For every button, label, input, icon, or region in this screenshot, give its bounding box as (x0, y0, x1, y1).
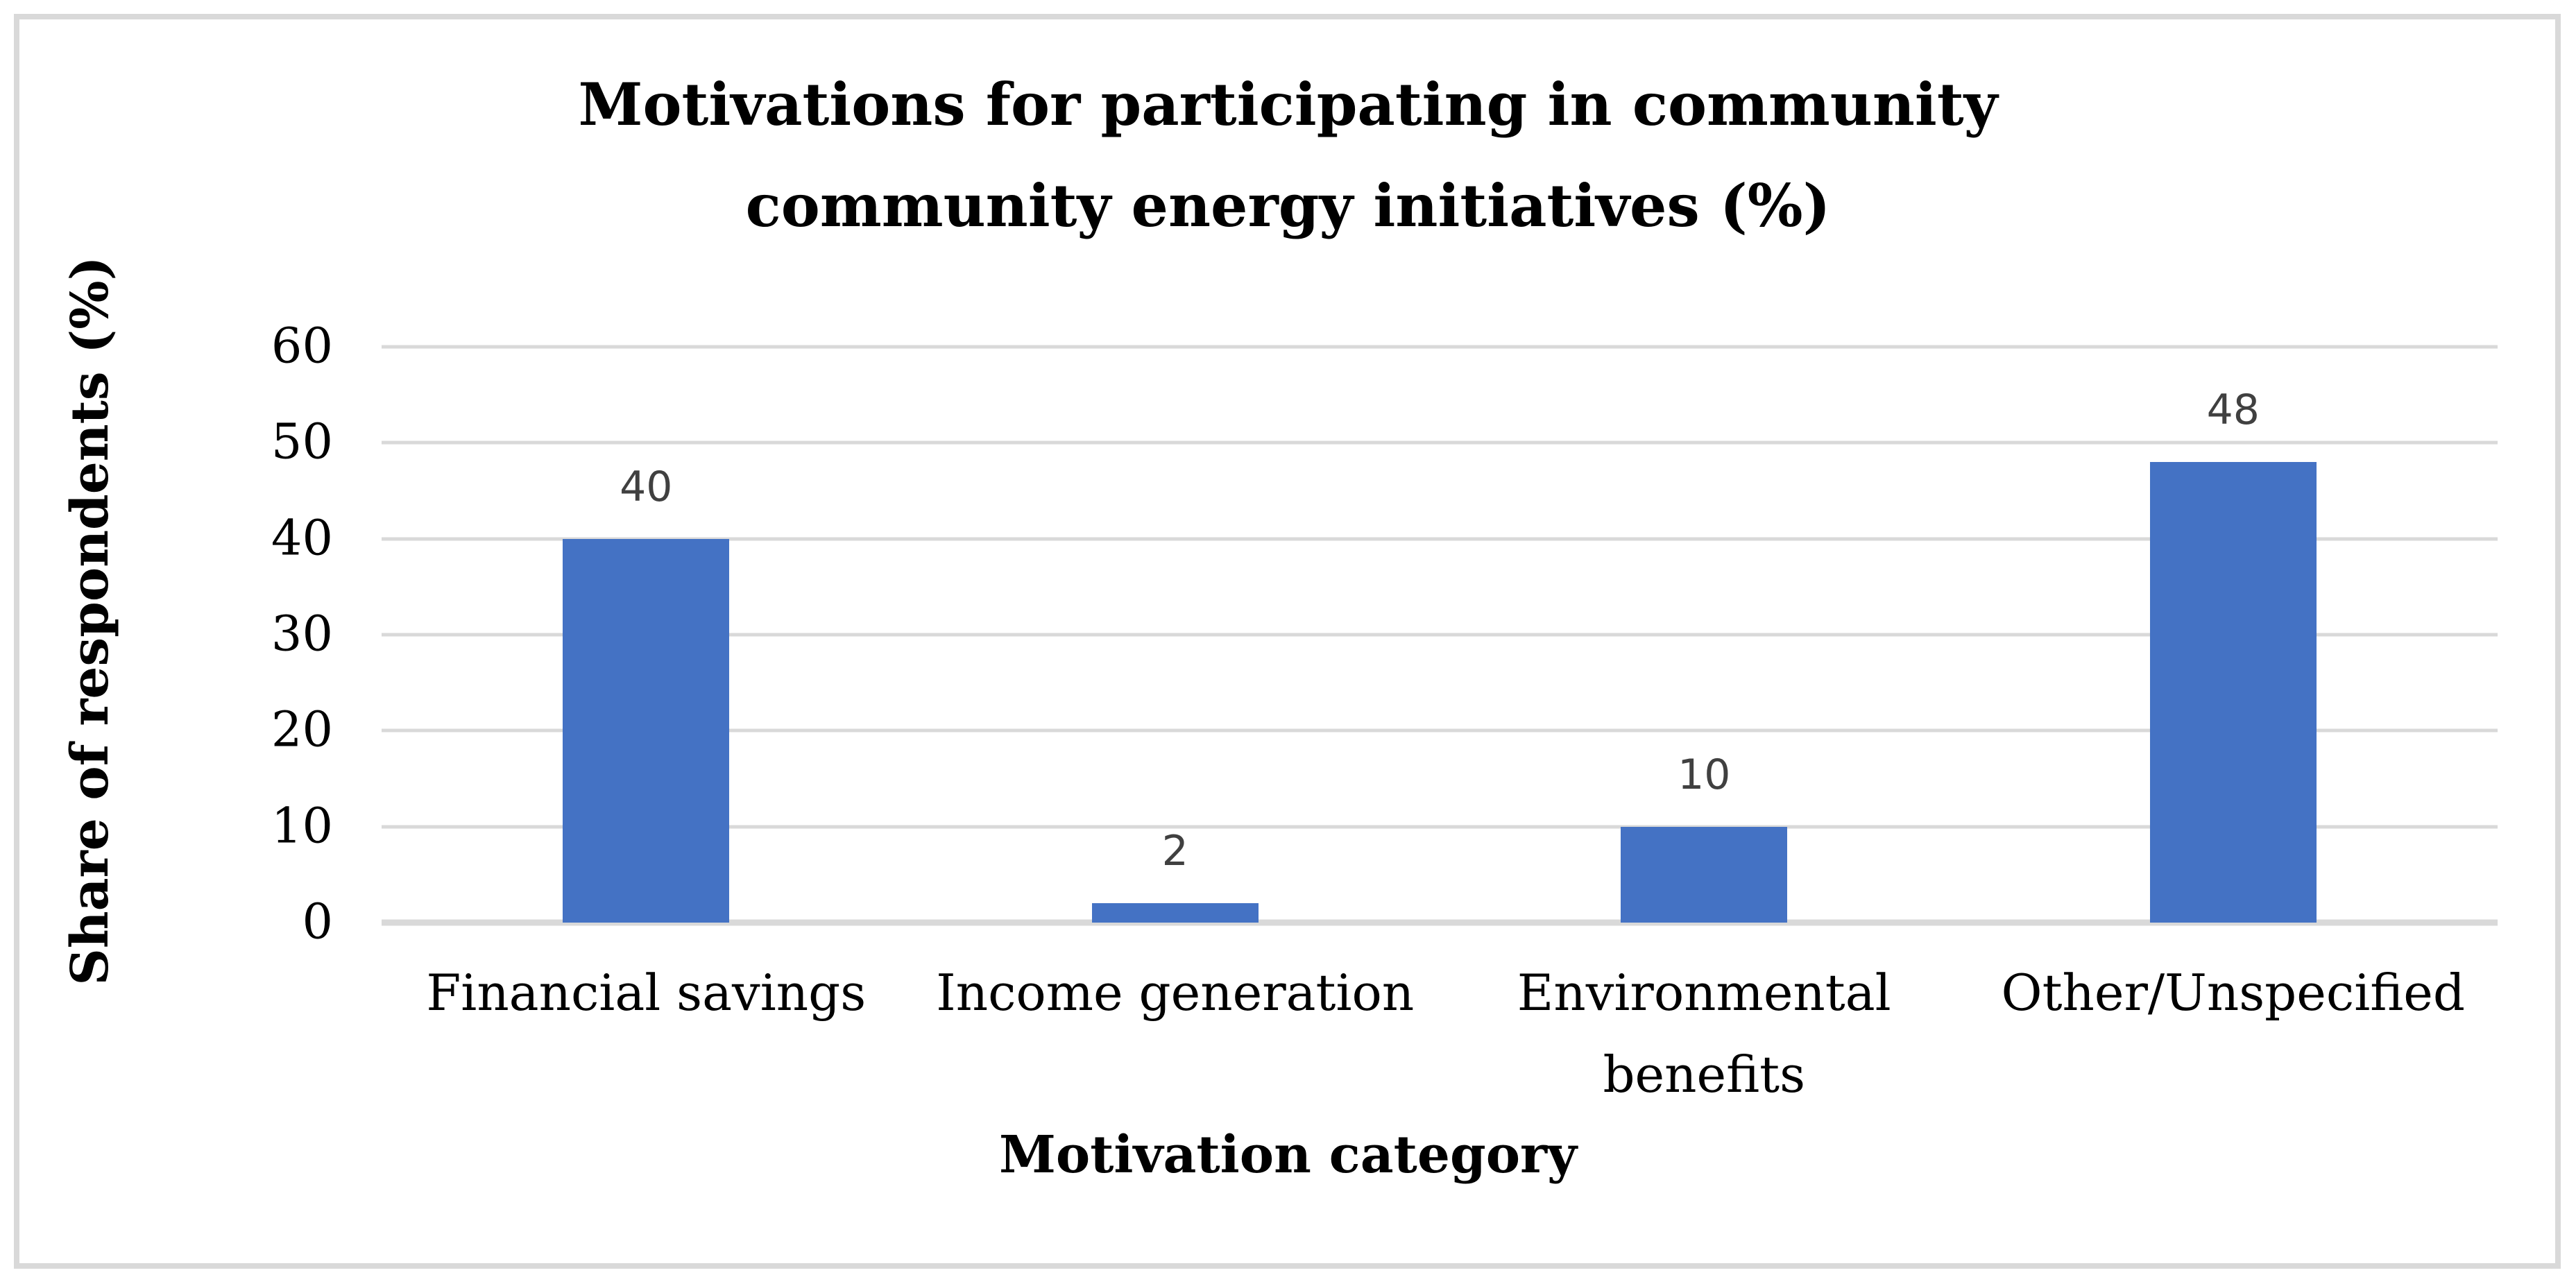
chart-title-line-2: community energy initiatives (%) (745, 171, 1831, 240)
chart-border-frame (14, 14, 2561, 1269)
bar-group-financial-savings: 40 (382, 347, 911, 923)
category-label-other-unspecified: Other/Unspecified (2001, 964, 2465, 1022)
plot-area: 40 2 10 48 (382, 345, 2498, 926)
y-tick-label-0: 0 (302, 893, 333, 950)
category-label-income-generation: Income generation (936, 964, 1415, 1022)
chart-title-line-1: Motivations for participating in communi… (578, 70, 1998, 139)
bar-environmental-benefits (1621, 826, 1788, 923)
gridline-30 (382, 633, 2498, 637)
x-axis-category-labels: Financial savings Income generation Envi… (382, 952, 2498, 1115)
bar-other-unspecified (2149, 462, 2317, 923)
y-tick-label-40: 40 (271, 509, 333, 567)
bar-group-other-unspecified: 48 (1969, 347, 2498, 923)
gridline-50 (382, 440, 2498, 445)
bar-series: 40 2 10 48 (382, 347, 2498, 923)
bar-value-label-other-unspecified: 48 (2206, 386, 2260, 434)
bar-value-label-financial-savings: 40 (620, 462, 673, 511)
gridline-40 (382, 537, 2498, 541)
chart-title: Motivations for participating in communi… (0, 54, 2576, 257)
bar-financial-savings (563, 538, 730, 923)
y-tick-label-30: 30 (271, 605, 333, 662)
category-label-environmental-benefits: Environmental benefits (1517, 964, 1891, 1104)
bar-income-generation (1091, 903, 1259, 923)
y-tick-label-20: 20 (271, 701, 333, 758)
bar-group-income-generation: 2 (911, 347, 1440, 923)
bar-value-label-income-generation: 2 (1161, 827, 1188, 876)
gridline-0-baseline (382, 919, 2498, 926)
category-label-financial-savings: Financial savings (426, 964, 867, 1022)
y-tick-label-10: 10 (271, 797, 333, 855)
y-axis-tick-labels: 60 50 40 30 20 10 0 (0, 317, 333, 950)
y-tick-label-60: 60 (271, 317, 333, 375)
x-axis-title: Motivation category (998, 1125, 1578, 1185)
bar-value-label-environmental-benefits: 10 (1678, 750, 1731, 799)
gridline-60 (382, 345, 2498, 349)
gridline-10 (382, 825, 2498, 829)
gridline-20 (382, 728, 2498, 733)
bar-group-environmental-benefits: 10 (1440, 347, 1969, 923)
y-tick-label-50: 50 (271, 413, 333, 470)
